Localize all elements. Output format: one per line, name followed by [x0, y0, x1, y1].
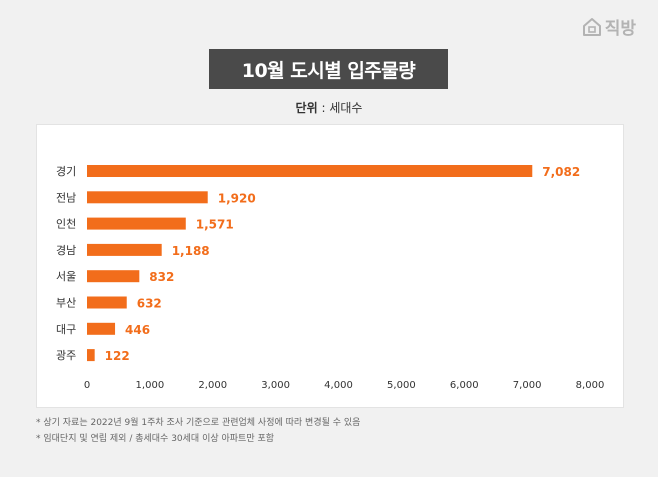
category-label: 경남 [56, 244, 76, 257]
chart-panel: 경기 7,082 전남 1,920 인천 1,571 경남 1,188 서울 832 부산 632 대구… [36, 124, 624, 408]
unit-caption: 단위 : 세대수 [0, 99, 658, 116]
x-tick-label: 2,000 [198, 380, 227, 391]
value-label: 7,082 [542, 165, 580, 179]
brand-logo: 직방 [582, 14, 636, 39]
unit-value: 세대수 [329, 101, 363, 115]
x-tick-label: 6,000 [450, 380, 479, 391]
footnotes: * 상기 자료는 2022년 9월 1주차 조사 기준으로 관련업체 사정에 따… [36, 415, 360, 447]
value-label: 832 [149, 270, 174, 284]
x-tick-label: 8,000 [576, 380, 605, 391]
bar-chart: 경기 7,082 전남 1,920 인천 1,571 경남 1,188 서울 832 부산 632 대구… [56, 165, 605, 391]
bar [87, 349, 95, 362]
value-label: 632 [137, 297, 162, 311]
value-label: 1,188 [172, 244, 210, 258]
value-label: 1,571 [196, 218, 234, 232]
x-tick-label: 4,000 [324, 380, 353, 391]
footnote-1: * 상기 자료는 2022년 9월 1주차 조사 기준으로 관련업체 사정에 따… [36, 418, 361, 428]
category-label: 광주 [56, 349, 76, 362]
bar [87, 217, 186, 230]
brand-name: 직방 [604, 19, 636, 39]
value-label: 1,920 [218, 191, 256, 205]
x-tick-label: 0 [84, 380, 90, 391]
category-label: 전남 [56, 191, 76, 204]
category-label: 부산 [56, 297, 76, 310]
category-label: 대구 [56, 323, 76, 336]
chart-title: 10월 도시별 입주물량 [209, 49, 448, 89]
bar [87, 243, 162, 256]
x-tick-label: 3,000 [261, 380, 290, 391]
category-label: 서울 [56, 270, 76, 283]
category-label: 경기 [56, 165, 76, 178]
value-label: 446 [125, 323, 150, 337]
footnote-2: * 임대단지 및 연립 제외 / 총세대수 30세대 이상 아파트만 포함 [36, 434, 275, 444]
bar [87, 165, 533, 177]
x-tick-label: 5,000 [387, 380, 416, 391]
x-tick-label: 7,000 [513, 380, 542, 391]
x-tick-label: 1,000 [136, 380, 165, 391]
category-label: 인천 [56, 217, 76, 231]
house-icon [582, 17, 601, 36]
value-label: 122 [105, 349, 130, 363]
unit-label: 단위 [295, 101, 318, 115]
bar [87, 191, 208, 204]
bar [87, 296, 127, 309]
unit-separator: : [317, 101, 330, 115]
bar [87, 322, 116, 335]
bar [87, 270, 140, 283]
